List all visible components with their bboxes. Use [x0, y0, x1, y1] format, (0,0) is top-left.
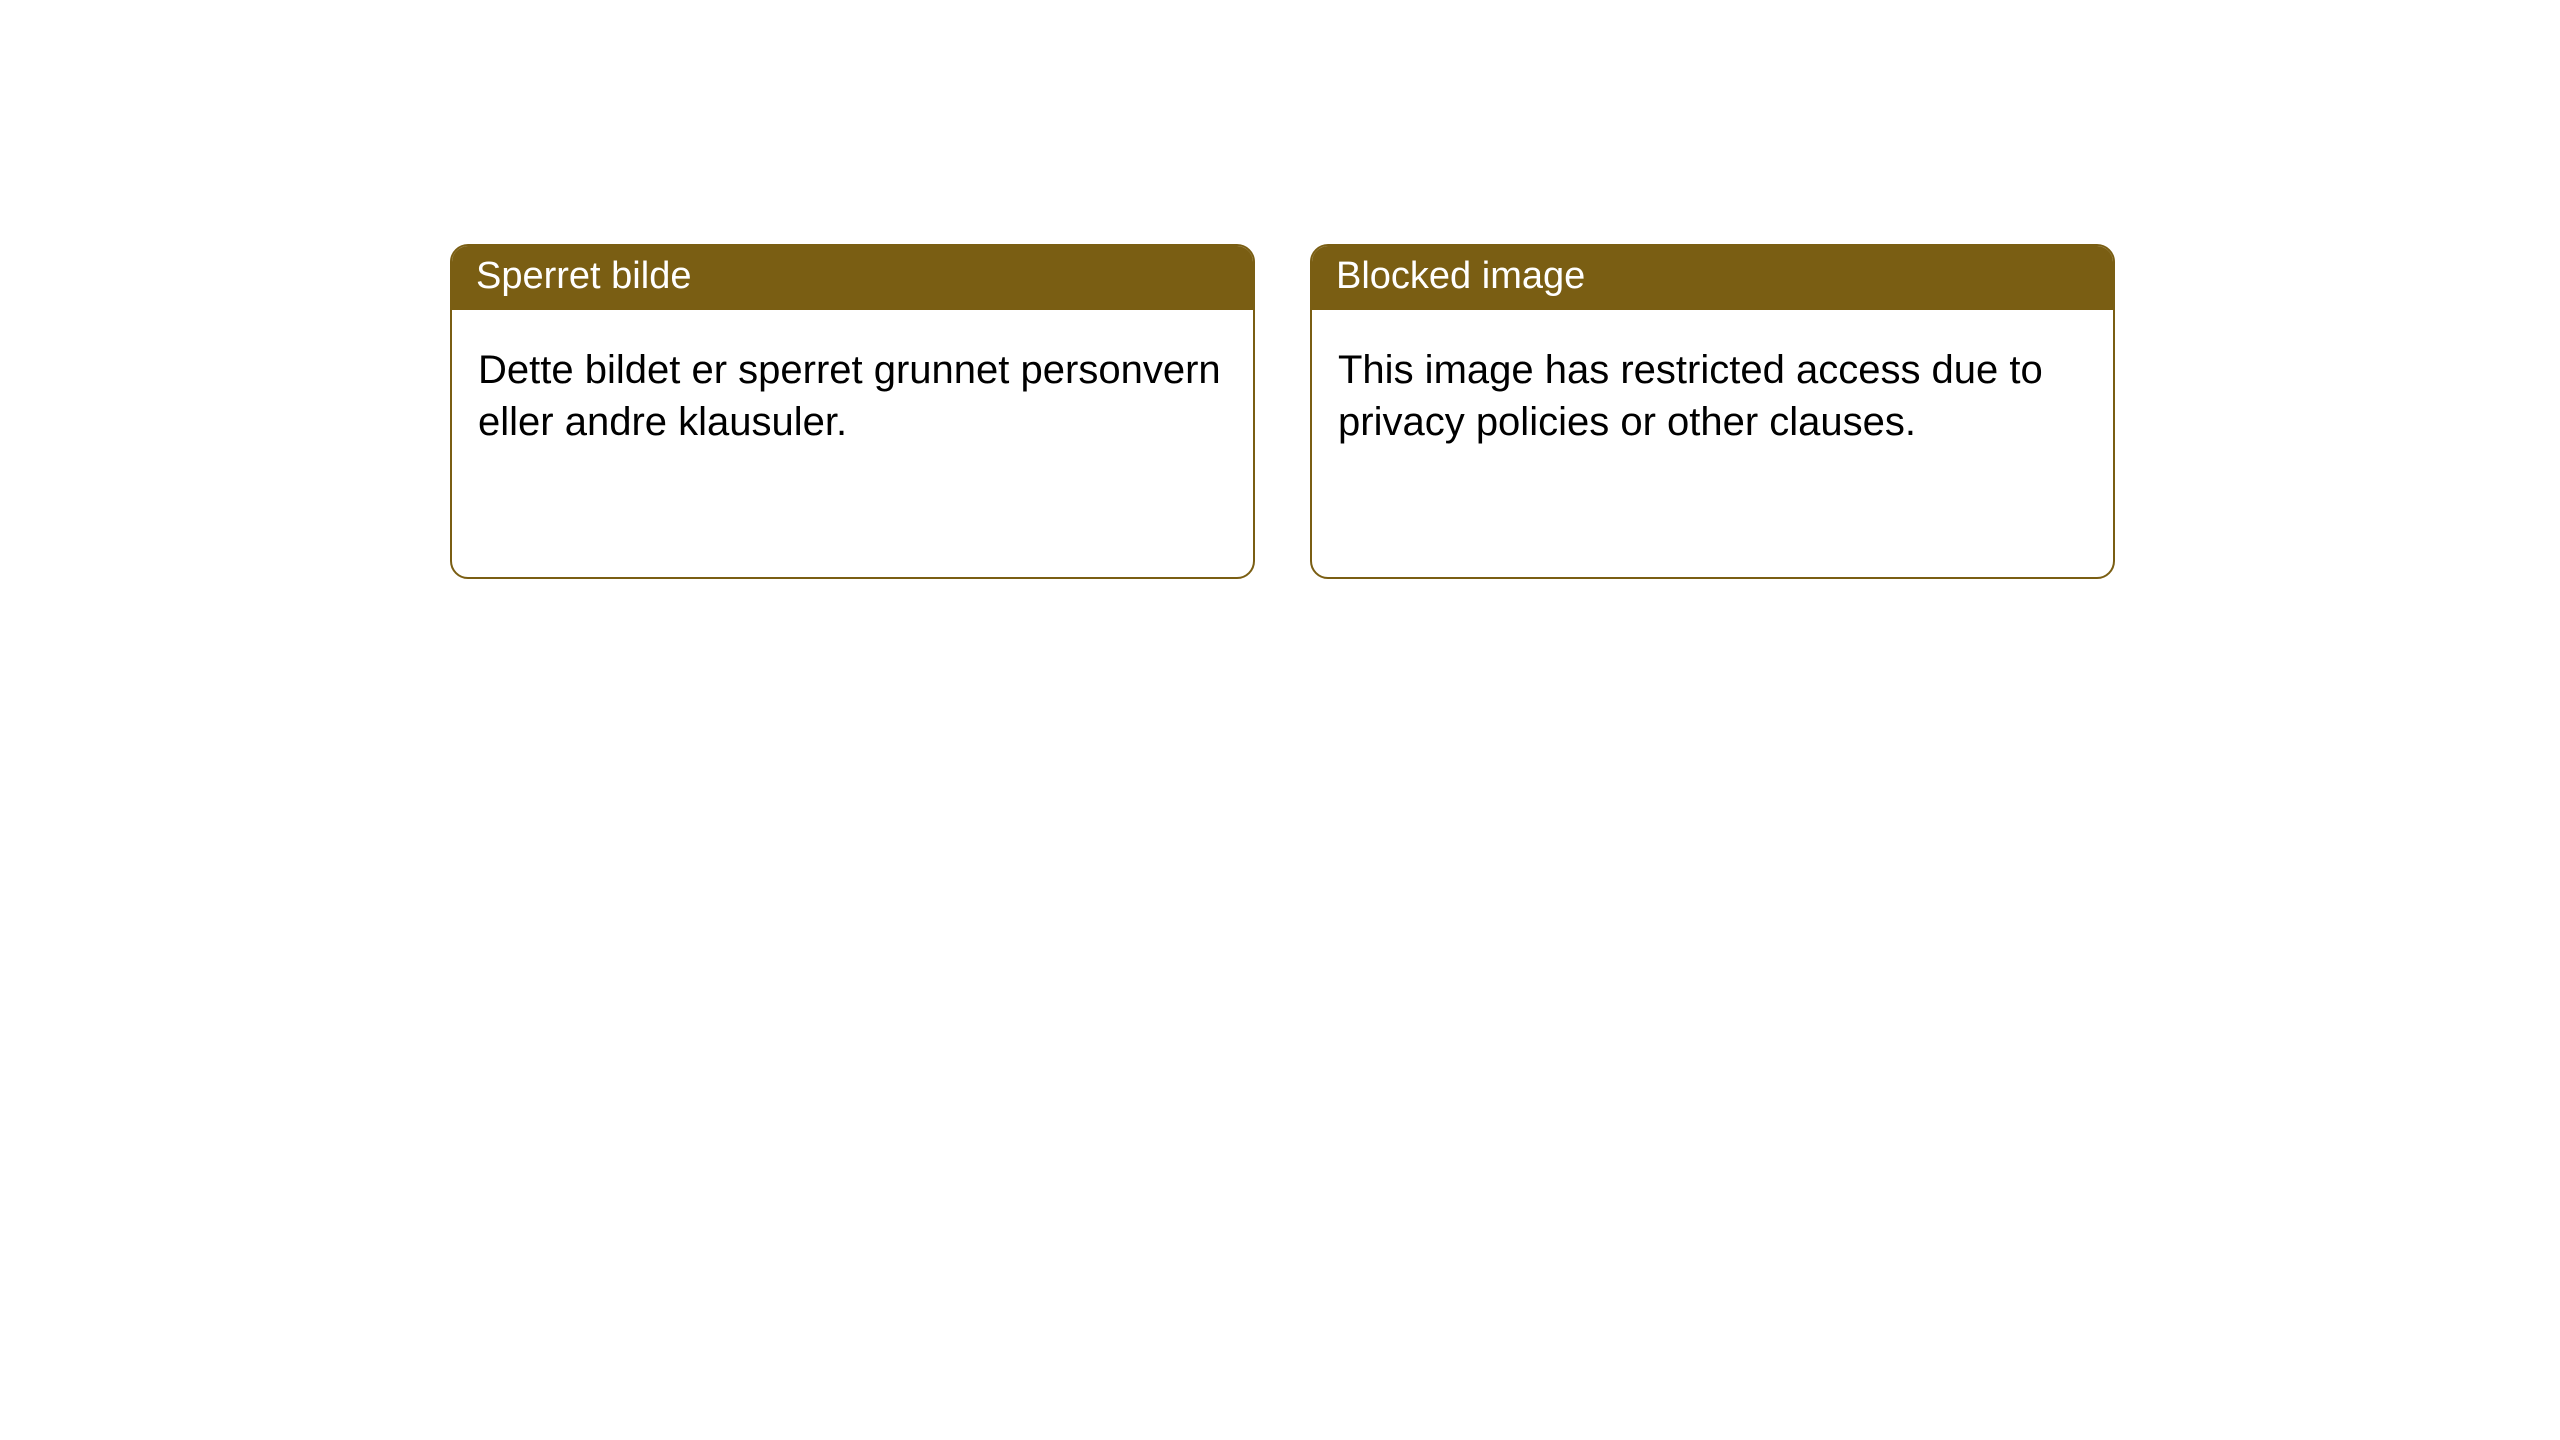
notice-card-norwegian: Sperret bilde Dette bildet er sperret gr…	[450, 244, 1255, 579]
notice-card-title: Blocked image	[1312, 246, 2113, 310]
notice-card-body: This image has restricted access due to …	[1312, 310, 2113, 482]
notice-card-title: Sperret bilde	[452, 246, 1253, 310]
notice-card-body: Dette bildet er sperret grunnet personve…	[452, 310, 1253, 482]
notice-container: Sperret bilde Dette bildet er sperret gr…	[0, 0, 2560, 579]
notice-card-english: Blocked image This image has restricted …	[1310, 244, 2115, 579]
